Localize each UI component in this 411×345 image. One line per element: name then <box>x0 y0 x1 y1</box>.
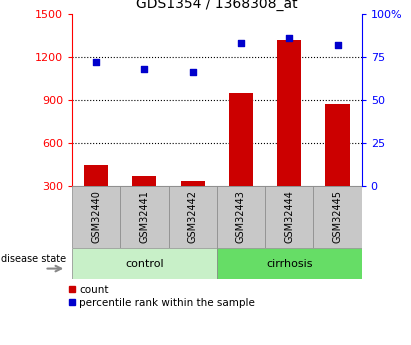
Point <box>238 40 244 46</box>
Bar <box>169 186 217 248</box>
Text: control: control <box>125 259 164 269</box>
Point <box>286 35 293 41</box>
Bar <box>217 186 265 248</box>
Text: GSM32445: GSM32445 <box>332 190 342 243</box>
Bar <box>72 248 217 279</box>
Bar <box>326 104 350 229</box>
Text: cirrhosis: cirrhosis <box>266 259 312 269</box>
Bar <box>72 186 120 248</box>
Point <box>334 42 341 48</box>
Text: GSM32440: GSM32440 <box>91 190 101 243</box>
Bar <box>217 248 362 279</box>
Bar <box>277 40 301 229</box>
Legend: count, percentile rank within the sample: count, percentile rank within the sample <box>69 285 255 308</box>
Point <box>93 59 99 65</box>
Bar <box>120 186 169 248</box>
Bar <box>180 180 205 229</box>
Text: GSM32444: GSM32444 <box>284 190 294 243</box>
Bar <box>84 165 108 229</box>
Text: GSM32441: GSM32441 <box>139 190 149 243</box>
Bar <box>265 186 314 248</box>
Title: GDS1354 / 1368308_at: GDS1354 / 1368308_at <box>136 0 298 11</box>
Point <box>141 66 148 72</box>
Text: GSM32443: GSM32443 <box>236 190 246 243</box>
Text: GSM32442: GSM32442 <box>188 190 198 243</box>
Bar <box>314 186 362 248</box>
Bar <box>132 176 157 229</box>
Bar <box>229 93 253 229</box>
Text: disease state: disease state <box>2 254 67 264</box>
Point <box>189 70 196 75</box>
